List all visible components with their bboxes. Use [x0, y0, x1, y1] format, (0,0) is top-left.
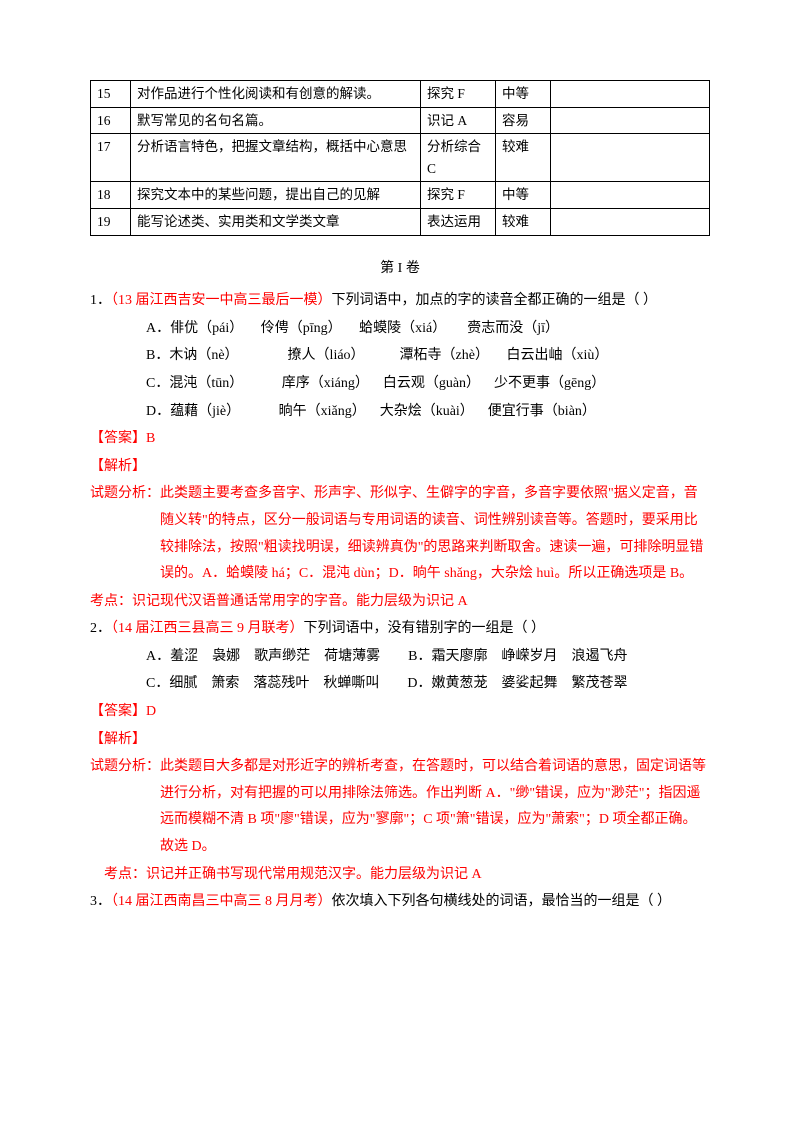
- table-cell: 15: [91, 81, 131, 108]
- q1-opt-c: C．混沌（tūn） 庠序（xiáng） 白云观（guàn） 少不更事（gēng）: [146, 371, 710, 398]
- table-cell: 中等: [496, 182, 551, 209]
- q1-opt-b: B．木讷（nè） 撩人（liáo） 潭柘寺（zhè） 白云出岫（xiù）: [146, 343, 710, 370]
- table-cell: 探究 F: [421, 81, 496, 108]
- rubric-table: 15对作品进行个性化阅读和有创意的解读。探究 F中等16默写常见的名句名篇。识记…: [90, 80, 710, 236]
- table-row: 19能写论述类、实用类和文学类文章表达运用较难: [91, 208, 710, 235]
- table-cell: 17: [91, 134, 131, 182]
- table-cell: 中等: [496, 81, 551, 108]
- table-cell: 能写论述类、实用类和文学类文章: [131, 208, 421, 235]
- q2-kaodian: 考点：识记并正确书写现代常用规范汉字。能力层级为识记 A: [90, 862, 710, 889]
- q3-stem: 3．（14 届江西南昌三中高三 8 月月考）依次填入下列各句横线处的词语，最恰当…: [90, 889, 710, 916]
- table-cell: [551, 134, 710, 182]
- table-cell: 分析语言特色，把握文章结构，概括中心意思: [131, 134, 421, 182]
- table-cell: [551, 81, 710, 108]
- table-cell: 较难: [496, 208, 551, 235]
- table-row: 18探究文本中的某些问题，提出自己的见解探究 F中等: [91, 182, 710, 209]
- table-cell: 容易: [496, 107, 551, 134]
- table-cell: 探究 F: [421, 182, 496, 209]
- table-cell: [551, 107, 710, 134]
- q1-answer: 【答案】B: [90, 426, 710, 453]
- table-cell: 探究文本中的某些问题，提出自己的见解: [131, 182, 421, 209]
- table-cell: [551, 208, 710, 235]
- table-cell: 分析综合C: [421, 134, 496, 182]
- table-row: 15对作品进行个性化阅读和有创意的解读。探究 F中等: [91, 81, 710, 108]
- table-cell: 表达运用: [421, 208, 496, 235]
- q2-opts-2: C．细腻 箫索 落蕊残叶 秋蝉嘶叫 D．嫩黄葱茏 婆娑起舞 繁茂苍翠: [146, 671, 710, 698]
- q1-stem: 1．（13 届江西吉安一中高三最后一模）下列词语中，加点的字的读音全都正确的一组…: [90, 288, 710, 315]
- q1-kaodian: 考点：识记现代汉语普通话常用字的字音。能力层级为识记 A: [90, 589, 710, 616]
- table-cell: 19: [91, 208, 131, 235]
- q2-opts-1: A．羞涩 袅娜 歌声缈茫 荷塘薄雾 B．霜天廖廓 峥嵘岁月 浪遏飞舟: [146, 644, 710, 671]
- section-title: 第 I 卷: [90, 256, 710, 283]
- table-row: 16默写常见的名句名篇。识记 A容易: [91, 107, 710, 134]
- q1-analysis: 试题分析：此类题主要考查多音字、形声字、形似字、生僻字的字音，多音字要依照"据义…: [90, 481, 710, 587]
- table-cell: 对作品进行个性化阅读和有创意的解读。: [131, 81, 421, 108]
- q2-analysis-h: 【解析】: [90, 727, 710, 754]
- q2-answer: 【答案】D: [90, 699, 710, 726]
- table-cell: 16: [91, 107, 131, 134]
- q1-analysis-h: 【解析】: [90, 454, 710, 481]
- table-cell: 识记 A: [421, 107, 496, 134]
- table-cell: 较难: [496, 134, 551, 182]
- q2-stem: 2．（14 届江西三县高三 9 月联考）下列词语中，没有错别字的一组是（ ）: [90, 616, 710, 643]
- table-row: 17分析语言特色，把握文章结构，概括中心意思分析综合C较难: [91, 134, 710, 182]
- q2-analysis: 试题分析：此类题目大多都是对形近字的辨析考查，在答题时，可以结合着词语的意思，固…: [90, 754, 710, 860]
- q1-opt-a: A．俳优（pái） 伶俜（pīng） 蛤蟆陵（xiá） 赍志而没（jī）: [146, 316, 710, 343]
- table-cell: 默写常见的名句名篇。: [131, 107, 421, 134]
- table-cell: [551, 182, 710, 209]
- q1-opt-d: D．蕴藉（jiè） 晌午（xiǎng） 大杂烩（kuài） 便宜行事（biàn）: [146, 399, 710, 426]
- table-cell: 18: [91, 182, 131, 209]
